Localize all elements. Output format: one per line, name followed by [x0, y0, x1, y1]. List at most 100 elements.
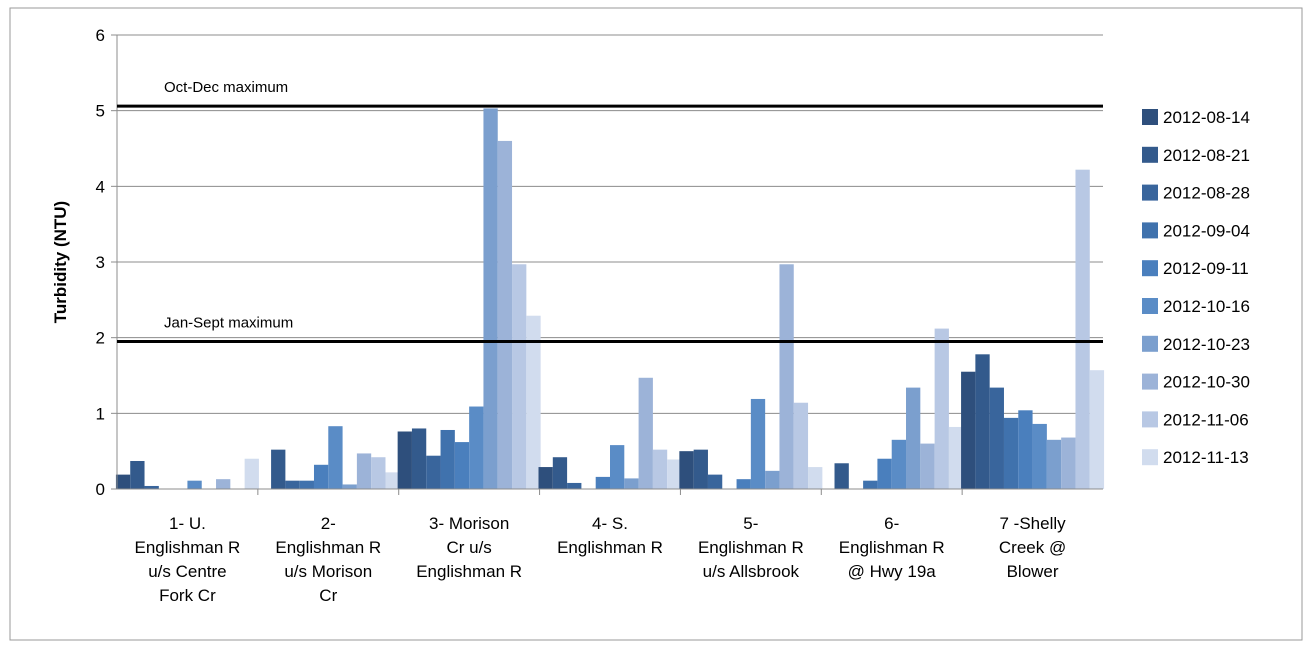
- bar: [356, 453, 372, 489]
- x-category-label: 6-Englishman R @ Hwy 19a: [839, 514, 945, 581]
- y-tick-label: 0: [96, 480, 105, 499]
- bar: [1003, 417, 1019, 489]
- bar: [342, 484, 357, 489]
- legend-label: 2012-09-04: [1163, 221, 1250, 240]
- bar: [411, 428, 427, 489]
- bar: [920, 443, 935, 489]
- y-tick-label: 3: [96, 253, 105, 272]
- bar: [271, 449, 286, 489]
- bar: [512, 264, 527, 489]
- bar: [765, 470, 780, 489]
- bar: [497, 140, 513, 489]
- bar: [1046, 439, 1062, 489]
- x-category-label: 3- Morison Cr u/s Englishman R: [416, 514, 522, 581]
- legend-label: 2012-10-16: [1163, 297, 1250, 316]
- bar: [187, 480, 202, 489]
- reference-lines: Oct-Dec maximum Jan-Sept maximum: [117, 79, 1103, 343]
- legend-label: 2012-11-13: [1163, 448, 1249, 467]
- legend-label: 2012-08-28: [1163, 184, 1250, 203]
- x-category-label: 7 -Shelly Creek @ Blower: [999, 514, 1066, 581]
- bar: [667, 459, 682, 489]
- bar: [624, 478, 639, 489]
- bar: [793, 402, 809, 489]
- bar: [285, 480, 300, 489]
- legend-swatch: [1142, 109, 1158, 125]
- bar: [313, 464, 329, 489]
- bar: [638, 377, 653, 489]
- x-category-label: 4- S. Englishman R: [557, 514, 663, 557]
- bar: [385, 472, 400, 489]
- legend-swatch: [1142, 449, 1158, 466]
- bar: [328, 426, 343, 489]
- bar: [440, 429, 455, 489]
- bar: [216, 479, 231, 489]
- bar: [371, 457, 386, 489]
- bar: [736, 479, 751, 489]
- legend: 2012-08-14 2012-08-21 2012-08-28 2012-09-04…: [1142, 108, 1250, 467]
- bar: [483, 108, 498, 489]
- bar: [808, 467, 823, 489]
- bar: [567, 482, 582, 489]
- legend-swatch: [1142, 411, 1158, 428]
- legend-label: 2012-08-14: [1163, 108, 1250, 127]
- bar: [115, 474, 131, 489]
- bar: [130, 461, 145, 489]
- bar: [426, 455, 441, 489]
- legend-label: 2012-10-23: [1163, 335, 1250, 354]
- bar: [1032, 423, 1047, 489]
- bar: [610, 445, 625, 489]
- legend-swatch: [1142, 222, 1158, 239]
- bar: [934, 328, 949, 489]
- bar: [750, 398, 766, 489]
- bars: [115, 108, 1105, 490]
- bar: [906, 387, 921, 489]
- legend-label: 2012-08-21: [1163, 146, 1250, 165]
- y-axis-title: Turbidity (NTU): [51, 201, 70, 323]
- y-tick-label: 6: [96, 26, 105, 45]
- legend-swatch: [1142, 184, 1158, 201]
- y-tick-label: 5: [96, 102, 105, 121]
- legend-label: 2012-10-30: [1163, 373, 1250, 392]
- bar: [144, 485, 159, 489]
- bar: [891, 439, 907, 489]
- legend-label: 2012-09-11: [1163, 259, 1249, 278]
- legend-label: 2012-11-06: [1163, 410, 1249, 429]
- legend-swatch: [1142, 298, 1158, 314]
- legend-swatch: [1142, 260, 1158, 277]
- legend-swatch: [1142, 146, 1158, 163]
- legend-swatch: [1142, 373, 1158, 390]
- y-tick-label: 4: [96, 177, 105, 196]
- reference-line-label: Jan-Sept maximum: [164, 314, 293, 331]
- y-tick-label: 2: [96, 329, 105, 348]
- bar: [1075, 169, 1090, 490]
- bar: [244, 458, 259, 489]
- bar: [397, 431, 412, 489]
- bar: [595, 476, 610, 489]
- legend-swatch: [1142, 335, 1158, 352]
- bar: [1089, 370, 1105, 489]
- bar: [961, 371, 976, 489]
- bar: [454, 442, 470, 489]
- bar: [526, 315, 541, 489]
- bar: [299, 480, 314, 489]
- bar: [538, 467, 553, 489]
- bar: [877, 458, 892, 489]
- bar: [948, 426, 964, 489]
- bar: [652, 449, 668, 489]
- bar: [975, 354, 990, 489]
- reference-line-label: Oct-Dec maximum: [164, 79, 288, 96]
- bar: [552, 457, 568, 489]
- bar: [679, 451, 694, 489]
- bar: [989, 387, 1004, 489]
- bar: [863, 480, 878, 489]
- bar: [693, 449, 708, 489]
- y-tick-label: 1: [96, 404, 105, 423]
- bar: [707, 474, 723, 489]
- bar: [1061, 437, 1076, 489]
